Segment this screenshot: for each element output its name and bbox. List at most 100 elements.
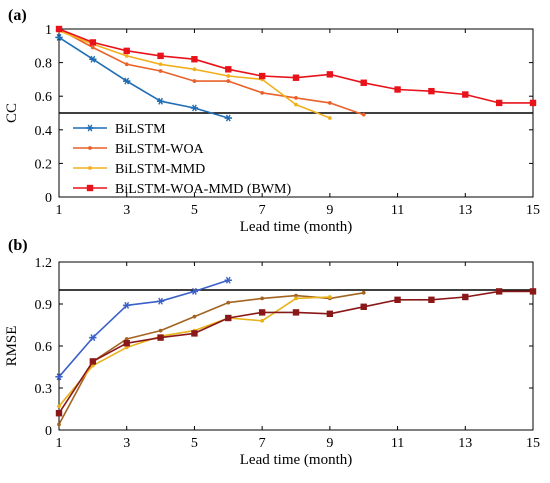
data-point (462, 293, 469, 301)
legend-marker (86, 184, 94, 192)
data-point (123, 301, 131, 309)
legend-item: BiLSTM-MMD (73, 162, 205, 177)
data-point (225, 314, 232, 322)
data-point (156, 97, 165, 105)
data-point (326, 71, 334, 78)
x-axis-label: Lead time (month) (240, 219, 352, 235)
data-point (55, 33, 63, 41)
data-point (294, 95, 298, 100)
data-point (190, 104, 199, 112)
data-point (226, 79, 231, 83)
panel-label: (b) (8, 237, 28, 254)
data-point (361, 290, 366, 295)
data-point (226, 300, 231, 305)
y-tick-label: 0 (45, 191, 52, 206)
data-point (529, 99, 537, 107)
data-point (394, 296, 401, 303)
x-axis-label: Lead time (month) (240, 452, 352, 468)
legend-label: BiLSTM (115, 122, 166, 137)
x-tick-label: 7 (259, 436, 266, 451)
y-tick-label: 0.6 (35, 340, 53, 355)
y-tick-label: 0.9 (35, 298, 53, 313)
series-bilstm-woa-mmd-bwm (55, 288, 537, 417)
data-point (55, 373, 63, 381)
x-tick-label: 5 (191, 436, 198, 451)
data-point (225, 66, 232, 73)
data-point (158, 328, 163, 333)
data-point (360, 79, 367, 86)
data-point (361, 112, 366, 117)
y-tick-label: 1.2 (35, 256, 53, 271)
series-bilstm (55, 33, 232, 122)
data-point (156, 297, 165, 305)
series-line (58, 296, 330, 407)
data-point (294, 296, 298, 301)
data-point (123, 340, 130, 347)
data-point (124, 53, 129, 58)
series-bilstm-woa-mmd-bwm (55, 25, 537, 107)
data-point (258, 72, 266, 80)
data-point (124, 62, 129, 67)
data-point (226, 74, 231, 78)
legend-item: BiLSTM (73, 122, 166, 137)
data-point (529, 288, 537, 295)
data-point (192, 79, 197, 83)
data-point (90, 45, 95, 50)
x-tick-label: 9 (326, 436, 333, 451)
data-point (224, 114, 232, 122)
y-tick-label: 1 (45, 23, 52, 38)
data-point (191, 56, 198, 63)
x-tick-label: 11 (391, 436, 404, 451)
data-point (495, 288, 503, 295)
legend-marker (88, 146, 92, 150)
legend: BiLSTM BiLSTM-WOA BiLSTM-MMD BiLSTM-WOA-MMD… (73, 122, 291, 197)
series-line (58, 28, 364, 116)
y-tick-label: 0 (45, 424, 52, 439)
data-point (428, 87, 435, 95)
x-tick-label: 1 (56, 203, 63, 218)
legend-label: BiLSTM-WOA (115, 142, 205, 157)
data-point (192, 314, 197, 319)
data-point (428, 296, 435, 303)
series-bilstm (55, 276, 232, 381)
x-tick-label: 15 (526, 436, 540, 451)
data-point (124, 337, 129, 341)
y-tick-label: 0.3 (35, 382, 53, 397)
data-point (326, 310, 334, 317)
data-point (123, 77, 131, 85)
data-point (158, 69, 163, 73)
data-point (123, 47, 130, 55)
data-point (89, 334, 97, 342)
data-point (292, 74, 300, 81)
x-tick-label: 9 (326, 203, 333, 218)
y-axis-label: CC (4, 103, 20, 123)
legend-label: BiLSTM-MMD (115, 162, 205, 177)
data-point (224, 276, 232, 284)
x-tick-label: 15 (526, 203, 540, 218)
data-point (327, 295, 332, 299)
x-tick-label: 7 (259, 203, 266, 218)
data-point (495, 99, 503, 107)
legend-item: BiLSTM-WOA-MMD (BWM) (73, 182, 291, 197)
series-line (58, 28, 533, 104)
data-point (89, 39, 97, 46)
series-bilstm-mmd (57, 28, 332, 120)
y-tick-label: 0.4 (35, 124, 53, 139)
x-tick-label: 3 (123, 203, 130, 218)
y-tick-label: 0.8 (35, 57, 53, 72)
data-point (360, 303, 367, 310)
data-point (394, 86, 401, 93)
data-point (294, 102, 298, 107)
x-tick-label: 5 (191, 203, 198, 218)
y-tick-label: 0.2 (35, 157, 53, 172)
data-point (89, 55, 97, 63)
data-point (158, 62, 163, 67)
x-tick-label: 13 (458, 203, 472, 218)
x-tick-label: 11 (391, 203, 404, 218)
data-point (327, 116, 332, 120)
data-point (157, 334, 164, 341)
data-point (327, 101, 332, 105)
